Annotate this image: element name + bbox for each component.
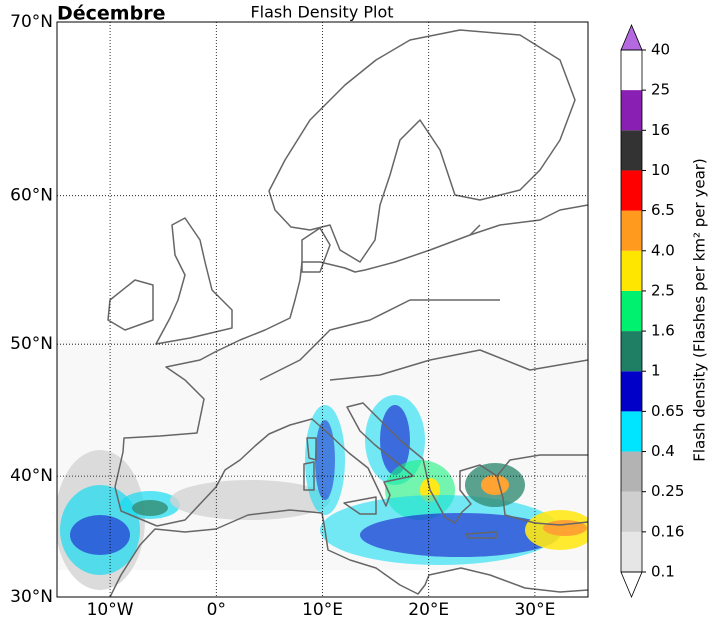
colorbar-tick-label: 1.6 [651,322,675,340]
colorbar-band [621,531,642,572]
x-tick-label: 10°W [87,600,134,620]
chart-title: Flash Density Plot [250,3,393,22]
month-label: Décembre [57,3,165,25]
colorbar-over [620,23,643,51]
colorbar-tick-label: 25 [651,81,670,99]
colorbar-label: Flash density (Flashes per km² per year) [691,158,709,462]
colorbar-band [621,250,642,291]
colorbar-band [621,290,642,332]
x-tick-label: 10°E [302,600,343,620]
colorbar-band [621,331,642,372]
colorbar-tick-label: 16 [651,121,670,139]
y-tick-label: 50°N [10,334,53,354]
colorbar-band [621,411,642,452]
colorbar-band [621,491,642,532]
colorbar-band [621,170,642,211]
coastlines [107,29,588,597]
colorbar-tick-label: 6.5 [651,201,675,219]
colorbar-tick-label: 1 [651,362,661,380]
colorbar-tick-label: 10 [651,161,670,179]
y-tick-label: 60°N [10,186,53,206]
y-tick-label: 70°N [10,12,53,32]
colorbar-tick-label: 2.5 [651,281,675,299]
colorbar-tick-label: 0.4 [651,442,675,460]
colorbar-band [621,130,642,171]
colorbar-tick-label: 0.16 [651,522,684,540]
x-tick-label: 30°E [514,600,555,620]
colorbar-tick-label: 4.0 [651,241,675,259]
colorbar-frame [620,49,643,573]
colorbar-band [621,210,642,251]
colorbar-tick-label: 0.65 [651,402,684,420]
y-tick-label: 40°N [10,466,53,486]
colorbar-tick-label: 0.1 [651,563,675,581]
colorbar-tick-label: 0.25 [651,482,684,500]
x-tick-label: 0° [207,600,226,620]
colorbar-under [620,571,643,599]
colorbar-tick-label: 40 [651,41,670,59]
colorbar-band [621,451,642,492]
colorbar-band [621,90,642,131]
colorbar-band [621,371,642,412]
x-tick-label: 20°E [408,600,449,620]
y-tick-label: 30°N [10,587,53,607]
